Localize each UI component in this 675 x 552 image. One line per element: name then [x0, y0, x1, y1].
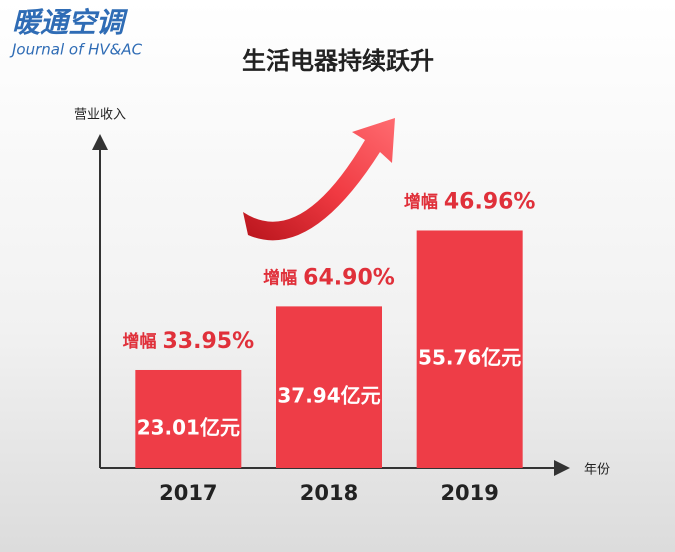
growth-label: 增幅 46.96%: [404, 189, 536, 214]
bar: [276, 306, 382, 468]
value-label: 37.94亿元: [277, 384, 380, 408]
value-label: 55.76亿元: [418, 346, 521, 370]
x-axis-label: 年份: [584, 463, 610, 478]
y-axis-arrow: [92, 134, 108, 150]
growth-value: 33.95%: [163, 329, 255, 354]
logo-title: 暖通空调: [12, 6, 129, 39]
growth-prefix: 增幅: [123, 331, 157, 352]
chart-title: 生活电器持续跃升: [242, 47, 434, 75]
bar: [135, 369, 242, 468]
growth-value: 64.90%: [303, 265, 395, 290]
growth-label: 增幅 33.95%: [123, 329, 255, 354]
growth-prefix: 增幅: [263, 267, 297, 288]
y-axis-label: 营业收入: [74, 108, 126, 123]
x-tick-label: 2018: [300, 481, 358, 505]
trend-arrow: [243, 118, 395, 241]
growth-value: 46.96%: [444, 189, 536, 214]
growth-prefix: 增幅: [404, 191, 438, 212]
x-axis-arrow: [554, 460, 570, 476]
growth-label: 增幅 64.90%: [263, 265, 395, 290]
value-label: 23.01亿元: [137, 415, 240, 439]
bar: [416, 230, 523, 468]
logo-subtitle: Journal of HV&AC: [9, 41, 143, 59]
x-tick-label: 2019: [440, 481, 498, 505]
x-tick-label: 2017: [159, 481, 217, 505]
